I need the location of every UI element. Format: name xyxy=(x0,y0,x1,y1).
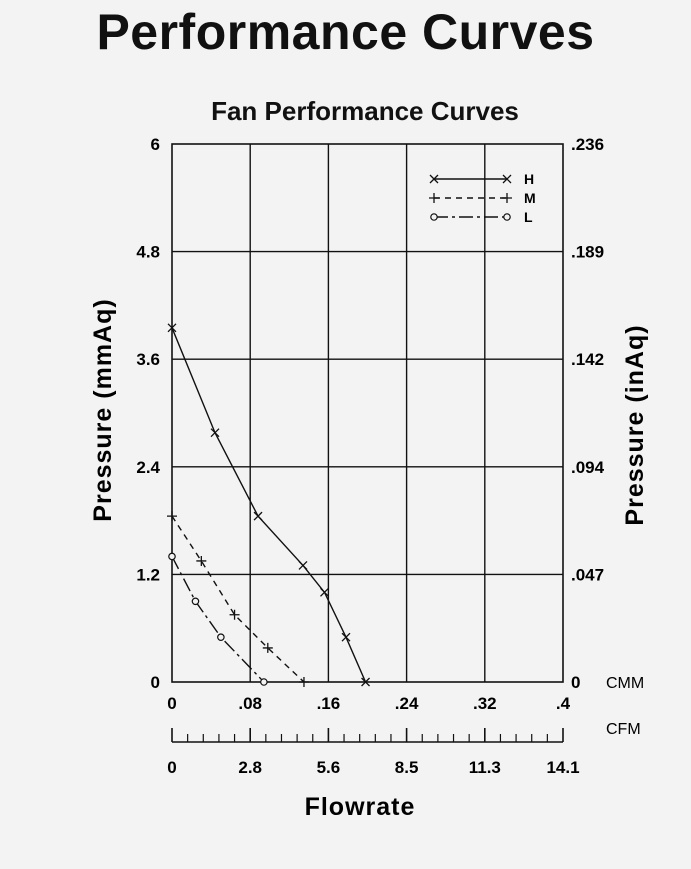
data-point-l xyxy=(217,633,225,641)
x-tick-label-cfm: 14.1 xyxy=(546,758,579,777)
legend-marker-h xyxy=(429,174,439,184)
legend-label-h: H xyxy=(524,171,534,187)
x-unit-top-label: CMM xyxy=(606,675,644,692)
chart-grid xyxy=(171,143,564,683)
y-tick-label-left: 0 xyxy=(151,673,160,692)
y-tick-label-left: 3.6 xyxy=(136,350,160,369)
x-tick-label-cmm: .16 xyxy=(317,694,341,713)
chart-series xyxy=(167,323,371,687)
data-point-h xyxy=(253,511,263,521)
legend-marker-m xyxy=(429,193,439,203)
axis-ticks: 0 1.2 2.4 3.6 4.8 6 0 .047 .094 .142 .189 .236 0 .08.… xyxy=(136,135,604,777)
legend-marker-l xyxy=(430,213,438,221)
chart-legend: HML xyxy=(429,171,536,225)
x-axis-title: Flowrate xyxy=(305,793,416,821)
legend-label-l: L xyxy=(524,209,533,225)
series-line-l xyxy=(171,556,265,683)
y-axis-right-title: Pressure (inAq) xyxy=(621,324,649,525)
x-tick-label-cmm: .08 xyxy=(238,694,262,713)
data-point-m xyxy=(196,555,207,566)
y-tick-label-right: .047 xyxy=(571,565,604,584)
legend-marker-h xyxy=(502,174,512,184)
data-point-h xyxy=(167,323,177,333)
legend-label-m: M xyxy=(524,190,536,206)
data-point-h xyxy=(341,632,351,642)
x-unit-bottom-label: CFM xyxy=(606,721,641,738)
y-tick-label-right: .189 xyxy=(571,243,604,262)
y-tick-label-right: 0 xyxy=(571,673,580,692)
x-tick-label-cmm: .32 xyxy=(473,694,497,713)
x-tick-label-cmm: .4 xyxy=(556,694,571,713)
data-point-l xyxy=(168,552,176,561)
data-point-h xyxy=(210,428,220,438)
x-tick-label-cfm: 11.3 xyxy=(469,758,501,777)
y-tick-label-right: .236 xyxy=(571,135,604,154)
data-point-h xyxy=(320,587,329,597)
series-line-h xyxy=(171,327,367,683)
series-line-m xyxy=(171,515,305,683)
page-title: Performance Curves xyxy=(96,4,595,60)
x-tick-label-cfm: 2.8 xyxy=(238,758,262,777)
x-tick-label-cfm: 5.6 xyxy=(317,758,341,777)
chart-title: Fan Performance Curves xyxy=(211,96,519,126)
data-point-m xyxy=(229,609,240,620)
data-point-l xyxy=(191,597,200,606)
y-tick-label-left: 4.8 xyxy=(136,243,160,262)
legend-marker-l xyxy=(503,213,511,221)
x-tick-label-cmm: 0 xyxy=(167,694,176,713)
data-point-m xyxy=(298,677,309,687)
data-point-h xyxy=(298,560,308,570)
x-tick-label-cmm: .24 xyxy=(395,694,419,713)
y-tick-label-left: 1.2 xyxy=(136,565,160,584)
y-tick-label-left: 2.4 xyxy=(136,458,160,477)
x-tick-label-cfm: 0 xyxy=(167,758,176,777)
data-point-h xyxy=(361,677,371,687)
y-tick-label-right: .142 xyxy=(571,350,604,369)
data-point-m xyxy=(167,511,177,522)
y-tick-label-left: 6 xyxy=(151,135,160,154)
plot-frame xyxy=(171,143,564,683)
legend-marker-m xyxy=(502,193,512,203)
data-point-m xyxy=(262,642,273,653)
y-tick-label-right: .094 xyxy=(571,458,605,477)
x-tick-label-cfm: 8.5 xyxy=(395,758,419,777)
data-point-l xyxy=(260,678,268,686)
y-axis-left-title: Pressure (mmAq) xyxy=(89,298,117,521)
